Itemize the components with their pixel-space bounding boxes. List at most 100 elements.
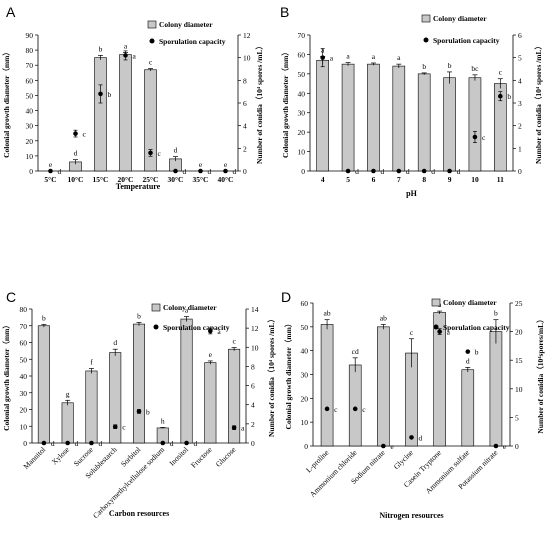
- y-tick-label: 40: [26, 107, 34, 116]
- x-tick-label: 10: [471, 175, 479, 184]
- sporulation-point: [371, 168, 376, 174]
- y-tick-label: 30: [20, 389, 28, 398]
- y2-tick-label: 0: [518, 167, 522, 176]
- y-tick-label: 70: [20, 322, 28, 331]
- sporulation-point: [48, 168, 53, 174]
- bar: [132, 323, 146, 444]
- y2-tick-label: 0: [243, 167, 247, 176]
- bar: [61, 402, 74, 444]
- sporulation-point: [352, 406, 358, 412]
- sporulation-point: [324, 406, 330, 412]
- x-tick-label: 6: [372, 175, 376, 184]
- x-tick-label: 11: [497, 175, 504, 184]
- legend-label: Sporulation capacity: [163, 323, 230, 332]
- legend: Colony diameter Sporulation capacity: [421, 14, 500, 45]
- y2-tick-label: 12: [251, 324, 259, 333]
- point-significance-letter: d: [75, 439, 79, 448]
- y-tick-label: 70: [298, 31, 306, 40]
- y-tick-label: 0: [23, 439, 27, 448]
- y2-axis-label: Number of conidia（10⁴ spores /mL）: [266, 315, 276, 437]
- x-tick-label: 8: [422, 175, 426, 184]
- chart-panel-a: A0102030405060708090024681012ed5°Cdc10°C…: [1, 4, 264, 191]
- bar: [377, 326, 390, 447]
- sporulation-point: [89, 440, 94, 446]
- x-tick-label: 30°C: [168, 175, 184, 184]
- y-tick-label: 70: [26, 61, 34, 70]
- legend-label: Sporulation capacity: [159, 37, 226, 46]
- x-tick-label: Fructose: [189, 445, 214, 470]
- y2-tick-label: 14: [251, 305, 259, 314]
- point-significance-letter: d: [208, 167, 212, 176]
- bar-significance-letter: f: [90, 357, 93, 366]
- chart-panel-c: C 0 10 20 30 40 50 60 70 80 0 2 4 6 8 10 12 14 b d Mannitol g…: [1, 289, 276, 520]
- bar-significance-letter: ab: [380, 313, 387, 322]
- y-tick-label: 20: [301, 394, 309, 403]
- y2-axis-label: Number of conidia（10⁴spores/mL）: [535, 315, 545, 433]
- point-significance-letter: c: [482, 133, 486, 142]
- y-tick-label: 50: [301, 323, 309, 332]
- y-tick-label: 0: [304, 442, 308, 451]
- bar-significance-letter: a: [124, 41, 128, 50]
- sporulation-point: [465, 349, 471, 354]
- bar-significance-letter: a: [185, 306, 189, 315]
- y-axis-label: Colonial growth diameter（mm）: [280, 48, 290, 158]
- point-significance-letter: a: [133, 51, 137, 60]
- bar-significance-letter: e: [49, 160, 53, 169]
- legend-swatch-bar: [421, 14, 431, 23]
- bar: [85, 370, 98, 444]
- x-tick-label: 15°C: [93, 175, 109, 184]
- y2-tick-label: 25: [515, 299, 523, 308]
- point-significance-letter: d: [233, 167, 237, 176]
- bar-significance-letter: b: [494, 309, 498, 318]
- x-tick-label: L-proline: [304, 448, 331, 475]
- bar-significance-letter: h: [161, 416, 165, 425]
- legend-label: Colony diameter: [159, 20, 213, 29]
- legend-label: Colony diameter: [443, 298, 497, 307]
- y-tick-label: 10: [20, 422, 28, 431]
- point-significance-letter: c: [83, 130, 87, 139]
- y2-tick-label: 5: [518, 54, 522, 63]
- point-significance-letter: e: [503, 442, 507, 451]
- panel-letter: D: [281, 289, 291, 305]
- legend-swatch-point: [423, 37, 429, 43]
- bar-significance-letter: d: [174, 146, 178, 155]
- sporulation-point: [447, 168, 452, 174]
- y2-tick-label: 0: [515, 442, 519, 451]
- y-tick-label: 20: [20, 406, 28, 415]
- bar-significance-letter: b: [99, 44, 103, 53]
- chart-panel-d: D01020304050600510152025abcL-prolinecdcA…: [281, 289, 545, 520]
- y2-tick-label: 0: [251, 439, 255, 448]
- point-significance-letter: d: [98, 439, 102, 448]
- x-tick-label: Glucose: [214, 445, 238, 469]
- bar-significance-letter: a: [397, 53, 401, 62]
- legend: Colony diameter Sporulation capacity: [431, 298, 510, 332]
- bar: [37, 325, 50, 444]
- panel-letter: C: [6, 289, 16, 305]
- x-tick-label: 25°C: [143, 175, 159, 184]
- point-significance-letter: b: [507, 92, 511, 101]
- point-significance-letter: d: [183, 167, 187, 176]
- y-tick-label: 10: [26, 152, 34, 161]
- bar: [109, 352, 122, 444]
- x-tick-label: 5: [346, 175, 350, 184]
- y2-axis-label: Number of conidia（10⁴ spores /mL）: [254, 42, 264, 164]
- chart-panel-b: B0102030405060700123456aa4ad5ad6ad7bd8bd…: [280, 4, 543, 198]
- x-tick-label: Mannitol: [21, 445, 47, 471]
- legend-swatch-point: [149, 38, 155, 44]
- y2-tick-label: 8: [251, 362, 255, 371]
- bar-significance-letter: e: [224, 160, 228, 169]
- point-significance-letter: d: [51, 439, 55, 448]
- bar-significance-letter: d: [113, 338, 117, 347]
- bar: [417, 73, 431, 172]
- legend: Colony diameter Sporulation capacity: [147, 20, 226, 46]
- y2-tick-label: 6: [251, 382, 255, 391]
- point-significance-letter: d: [194, 439, 198, 448]
- sporulation-point: [421, 168, 427, 174]
- x-tick-label: 40°C: [218, 175, 234, 184]
- y2-tick-label: 12: [243, 31, 251, 40]
- y-tick-label: 50: [20, 355, 28, 364]
- legend-label: Sporulation capacity: [443, 323, 510, 332]
- bar-significance-letter: d: [466, 356, 470, 365]
- y2-axis-label: Number of conidia（10⁴ spores /mL）: [533, 42, 543, 164]
